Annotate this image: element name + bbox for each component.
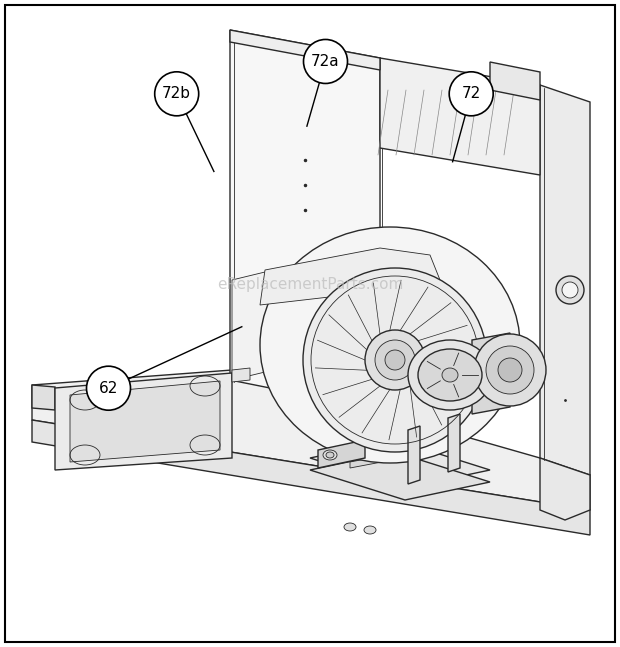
Polygon shape	[310, 440, 490, 488]
Polygon shape	[350, 444, 445, 468]
Ellipse shape	[498, 358, 522, 382]
Ellipse shape	[486, 346, 534, 394]
Ellipse shape	[303, 268, 487, 452]
Ellipse shape	[365, 330, 425, 390]
Text: eReplacementParts.com: eReplacementParts.com	[217, 277, 403, 292]
Circle shape	[304, 39, 347, 83]
Polygon shape	[70, 381, 220, 462]
Ellipse shape	[556, 276, 584, 304]
Ellipse shape	[375, 340, 415, 380]
Ellipse shape	[474, 334, 546, 406]
Ellipse shape	[442, 368, 458, 382]
Ellipse shape	[326, 452, 334, 458]
Polygon shape	[32, 385, 55, 410]
Ellipse shape	[364, 526, 376, 534]
Circle shape	[450, 72, 493, 116]
Polygon shape	[230, 30, 380, 70]
Polygon shape	[232, 368, 250, 382]
Polygon shape	[318, 440, 365, 468]
Ellipse shape	[260, 227, 520, 463]
Polygon shape	[540, 85, 590, 475]
Ellipse shape	[344, 523, 356, 531]
Text: 72a: 72a	[311, 54, 340, 69]
Ellipse shape	[385, 350, 405, 370]
Polygon shape	[232, 272, 300, 380]
Ellipse shape	[408, 340, 492, 410]
Polygon shape	[230, 30, 380, 410]
Polygon shape	[540, 458, 590, 520]
Polygon shape	[380, 58, 540, 175]
Polygon shape	[490, 62, 540, 100]
Polygon shape	[32, 370, 590, 510]
Text: 62: 62	[99, 380, 118, 396]
Polygon shape	[260, 248, 440, 305]
Text: 72: 72	[461, 86, 481, 102]
Polygon shape	[310, 452, 490, 500]
Ellipse shape	[418, 349, 482, 401]
Ellipse shape	[562, 282, 578, 298]
Circle shape	[87, 366, 130, 410]
Ellipse shape	[323, 450, 337, 460]
Polygon shape	[472, 333, 510, 414]
Text: 72b: 72b	[162, 86, 191, 102]
Polygon shape	[408, 426, 420, 484]
Circle shape	[155, 72, 198, 116]
Polygon shape	[32, 420, 590, 535]
Polygon shape	[55, 373, 232, 470]
Polygon shape	[448, 414, 460, 472]
